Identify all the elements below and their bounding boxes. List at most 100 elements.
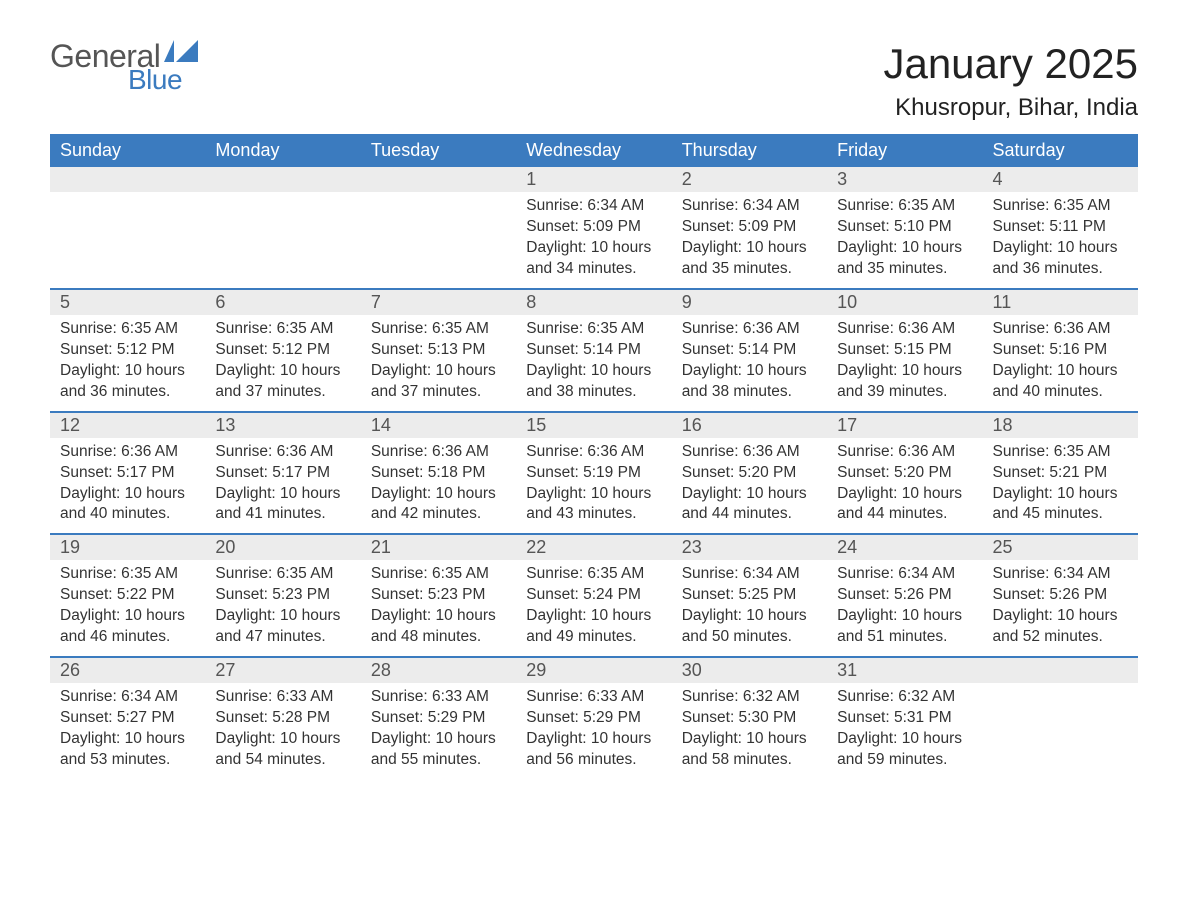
calendar-day-cell: 2Sunrise: 6:34 AMSunset: 5:09 PMDaylight… [672, 167, 827, 289]
sunset-text: Sunset: 5:10 PM [837, 217, 972, 238]
sunrise-text: Sunrise: 6:32 AM [837, 687, 972, 708]
daylight-text: Daylight: 10 hours and 37 minutes. [215, 361, 350, 403]
sunset-text: Sunset: 5:29 PM [526, 708, 661, 729]
day-content: Sunrise: 6:36 AMSunset: 5:20 PMDaylight:… [672, 438, 827, 534]
day-content: Sunrise: 6:36 AMSunset: 5:17 PMDaylight:… [50, 438, 205, 534]
day-number: 31 [827, 658, 982, 683]
day-number: 16 [672, 413, 827, 438]
calendar-day-cell: 4Sunrise: 6:35 AMSunset: 5:11 PMDaylight… [983, 167, 1138, 289]
day-number: 1 [516, 167, 671, 192]
day-content: Sunrise: 6:34 AMSunset: 5:25 PMDaylight:… [672, 560, 827, 656]
calendar-day-cell: 20Sunrise: 6:35 AMSunset: 5:23 PMDayligh… [205, 534, 360, 657]
day-number: 4 [983, 167, 1138, 192]
day-number: 24 [827, 535, 982, 560]
sunset-text: Sunset: 5:28 PM [215, 708, 350, 729]
daylight-text: Daylight: 10 hours and 49 minutes. [526, 606, 661, 648]
sunset-text: Sunset: 5:09 PM [682, 217, 817, 238]
daylight-text: Daylight: 10 hours and 58 minutes. [682, 729, 817, 771]
sunrise-text: Sunrise: 6:34 AM [837, 564, 972, 585]
calendar-day-cell: 7Sunrise: 6:35 AMSunset: 5:13 PMDaylight… [361, 289, 516, 412]
weekday-header: Friday [827, 134, 982, 167]
daylight-text: Daylight: 10 hours and 41 minutes. [215, 484, 350, 526]
day-number: 3 [827, 167, 982, 192]
weekday-header: Tuesday [361, 134, 516, 167]
sunset-text: Sunset: 5:27 PM [60, 708, 195, 729]
daylight-text: Daylight: 10 hours and 53 minutes. [60, 729, 195, 771]
daylight-text: Daylight: 10 hours and 39 minutes. [837, 361, 972, 403]
daylight-text: Daylight: 10 hours and 36 minutes. [60, 361, 195, 403]
day-number [205, 167, 360, 192]
day-content: Sunrise: 6:35 AMSunset: 5:23 PMDaylight:… [361, 560, 516, 656]
daylight-text: Daylight: 10 hours and 46 minutes. [60, 606, 195, 648]
day-number [983, 658, 1138, 683]
sunset-text: Sunset: 5:23 PM [371, 585, 506, 606]
daylight-text: Daylight: 10 hours and 40 minutes. [60, 484, 195, 526]
daylight-text: Daylight: 10 hours and 47 minutes. [215, 606, 350, 648]
sunset-text: Sunset: 5:17 PM [215, 463, 350, 484]
calendar-day-cell: 18Sunrise: 6:35 AMSunset: 5:21 PMDayligh… [983, 412, 1138, 535]
calendar-day-cell: 22Sunrise: 6:35 AMSunset: 5:24 PMDayligh… [516, 534, 671, 657]
sunset-text: Sunset: 5:31 PM [837, 708, 972, 729]
sunrise-text: Sunrise: 6:34 AM [682, 564, 817, 585]
day-content: Sunrise: 6:33 AMSunset: 5:28 PMDaylight:… [205, 683, 360, 779]
day-number: 30 [672, 658, 827, 683]
day-content: Sunrise: 6:33 AMSunset: 5:29 PMDaylight:… [361, 683, 516, 779]
sunset-text: Sunset: 5:15 PM [837, 340, 972, 361]
calendar-day-cell: 25Sunrise: 6:34 AMSunset: 5:26 PMDayligh… [983, 534, 1138, 657]
sunrise-text: Sunrise: 6:35 AM [993, 196, 1128, 217]
day-number: 13 [205, 413, 360, 438]
day-number: 11 [983, 290, 1138, 315]
weekday-header: Saturday [983, 134, 1138, 167]
sunset-text: Sunset: 5:26 PM [993, 585, 1128, 606]
day-number: 25 [983, 535, 1138, 560]
calendar-head: SundayMondayTuesdayWednesdayThursdayFrid… [50, 134, 1138, 167]
sunset-text: Sunset: 5:16 PM [993, 340, 1128, 361]
calendar-day-cell: 6Sunrise: 6:35 AMSunset: 5:12 PMDaylight… [205, 289, 360, 412]
calendar-day-cell: 9Sunrise: 6:36 AMSunset: 5:14 PMDaylight… [672, 289, 827, 412]
calendar-day-cell: 13 Sunrise: 6:36 AMSunset: 5:17 PMDayligh… [205, 412, 360, 535]
daylight-text: Daylight: 10 hours and 48 minutes. [371, 606, 506, 648]
calendar-day-cell: 29Sunrise: 6:33 AMSunset: 5:29 PMDayligh… [516, 657, 671, 779]
calendar-day-cell: 27Sunrise: 6:33 AMSunset: 5:28 PMDayligh… [205, 657, 360, 779]
calendar-body: 1Sunrise: 6:34 AMSunset: 5:09 PMDaylight… [50, 167, 1138, 779]
sunrise-text: Sunrise: 6:33 AM [371, 687, 506, 708]
sunrise-text: Sunrise: 6:36 AM [837, 319, 972, 340]
calendar-day-cell: 23Sunrise: 6:34 AMSunset: 5:25 PMDayligh… [672, 534, 827, 657]
calendar-week-row: 26Sunrise: 6:34 AMSunset: 5:27 PMDayligh… [50, 657, 1138, 779]
sunset-text: Sunset: 5:30 PM [682, 708, 817, 729]
sunrise-text: Sunrise: 6:36 AM [526, 442, 661, 463]
day-number: 12 [50, 413, 205, 438]
daylight-text: Daylight: 10 hours and 43 minutes. [526, 484, 661, 526]
sunrise-text: Sunrise: 6:35 AM [215, 319, 350, 340]
daylight-text: Daylight: 10 hours and 38 minutes. [682, 361, 817, 403]
calendar-empty-cell [205, 167, 360, 289]
sunset-text: Sunset: 5:12 PM [215, 340, 350, 361]
sunrise-text: Sunrise: 6:35 AM [60, 564, 195, 585]
sunrise-text: Sunrise: 6:35 AM [371, 564, 506, 585]
daylight-text: Daylight: 10 hours and 35 minutes. [682, 238, 817, 280]
sunrise-text: Sunrise: 6:36 AM [682, 442, 817, 463]
calendar-day-cell: 15Sunrise: 6:36 AMSunset: 5:19 PMDayligh… [516, 412, 671, 535]
day-number [361, 167, 516, 192]
day-number: 28 [361, 658, 516, 683]
day-content: Sunrise: 6:35 AMSunset: 5:23 PMDaylight:… [205, 560, 360, 656]
calendar-week-row: 12Sunrise: 6:36 AMSunset: 5:17 PMDayligh… [50, 412, 1138, 535]
daylight-text: Daylight: 10 hours and 51 minutes. [837, 606, 972, 648]
day-content: Sunrise: 6:34 AMSunset: 5:27 PMDaylight:… [50, 683, 205, 779]
sunrise-text: Sunrise: 6:36 AM [837, 442, 972, 463]
sunrise-text: Sunrise: 6:33 AM [526, 687, 661, 708]
day-content: Sunrise: 6:33 AMSunset: 5:29 PMDaylight:… [516, 683, 671, 779]
page-header: General Blue January 2025 Khusropur, Bih… [50, 40, 1138, 122]
logo: General Blue [50, 40, 198, 94]
sunrise-text: Sunrise: 6:36 AM [215, 442, 350, 463]
sunrise-text: Sunrise: 6:35 AM [215, 564, 350, 585]
day-content: Sunrise: 6:35 AMSunset: 5:12 PMDaylight:… [50, 315, 205, 411]
daylight-text: Daylight: 10 hours and 56 minutes. [526, 729, 661, 771]
sunrise-text: Sunrise: 6:32 AM [682, 687, 817, 708]
calendar-empty-cell [361, 167, 516, 289]
daylight-text: Daylight: 10 hours and 40 minutes. [993, 361, 1128, 403]
sunrise-text: Sunrise: 6:34 AM [526, 196, 661, 217]
day-content: Sunrise: 6:36 AMSunset: 5:19 PMDaylight:… [516, 438, 671, 534]
day-content: Sunrise: 6:34 AMSunset: 5:26 PMDaylight:… [827, 560, 982, 656]
day-content: Sunrise: 6:35 AMSunset: 5:21 PMDaylight:… [983, 438, 1138, 534]
